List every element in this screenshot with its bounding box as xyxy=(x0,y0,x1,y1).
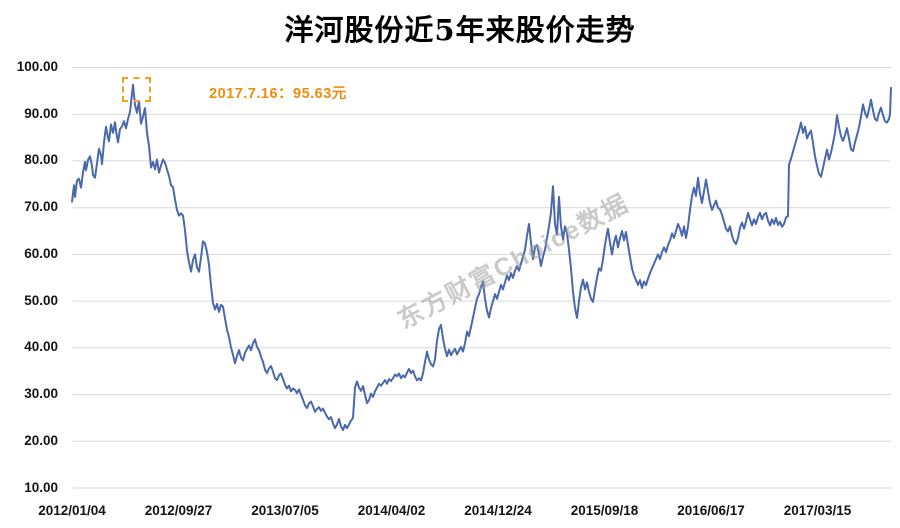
chart-title: 洋河股份近5年来股价走势 xyxy=(284,13,636,47)
y-axis-tick-label: 60.00 xyxy=(24,245,58,261)
y-axis-tick-label: 20.00 xyxy=(24,432,58,448)
y-axis-tick-label: 100.00 xyxy=(16,59,58,74)
price-line xyxy=(71,83,892,432)
x-axis-tick-label: 2017/03/15 xyxy=(783,503,852,518)
y-axis-tick-label: 90.00 xyxy=(24,105,58,121)
x-axis-tick-label: 2014/04/02 xyxy=(357,503,426,518)
x-axis-tick-label: 2014/12/24 xyxy=(464,503,532,518)
y-axis-tick-label: 70.00 xyxy=(24,199,58,215)
y-axis-tick-label: 10.00 xyxy=(24,479,58,495)
x-axis-tick-label: 2012/01/04 xyxy=(38,503,106,518)
y-axis-tick-label: 80.00 xyxy=(24,152,58,168)
x-axis-tick-label: 2016/06/17 xyxy=(677,503,745,518)
y-axis-tick-label: 50.00 xyxy=(24,292,58,308)
x-axis-tick-label: 2013/07/05 xyxy=(251,503,319,518)
price-callout: 2017.7.16：95.63元 xyxy=(209,86,347,102)
y-axis-tick-label: 40.00 xyxy=(24,339,58,355)
x-axis-tick-label: 2012/09/27 xyxy=(144,503,213,518)
y-axis-tick-label: 30.00 xyxy=(24,386,58,402)
peak-highlight-box xyxy=(122,77,151,102)
x-axis-tick-label: 2015/09/18 xyxy=(570,503,639,518)
